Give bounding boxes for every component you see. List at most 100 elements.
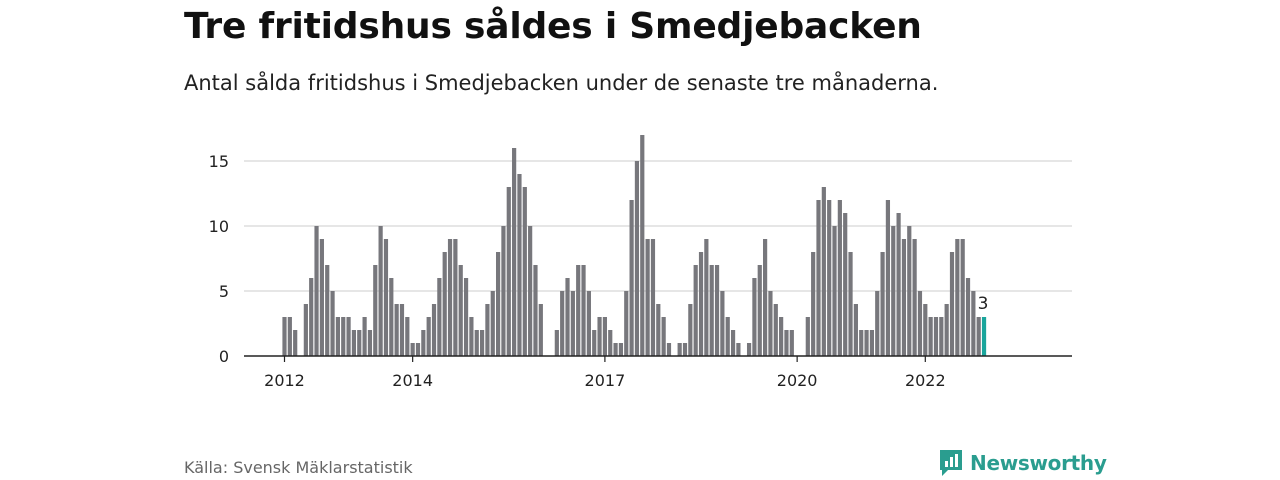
bar — [287, 317, 292, 356]
bar — [901, 239, 907, 356]
bar — [666, 343, 672, 356]
bar — [346, 317, 351, 356]
bar — [528, 226, 533, 356]
bar — [816, 200, 821, 356]
bar — [517, 174, 522, 356]
last-value-label: 3 — [978, 294, 989, 314]
bar — [912, 239, 917, 356]
bar — [875, 291, 880, 356]
bar — [688, 304, 693, 356]
bar — [768, 291, 773, 356]
axes: 0 5 10 15 3 2012 2014 2017 2020 2022 — [209, 152, 1072, 390]
bar — [533, 265, 538, 356]
bar — [367, 330, 373, 356]
x-tick-label: 2012 — [264, 371, 305, 390]
bar — [538, 304, 543, 356]
bar — [469, 317, 474, 356]
bar — [597, 317, 602, 356]
bar — [496, 252, 501, 356]
bar — [592, 330, 597, 356]
bar — [437, 278, 442, 356]
bar — [746, 343, 752, 356]
bar — [848, 252, 853, 356]
bar — [624, 291, 629, 356]
bar — [560, 291, 565, 356]
x-tick-label: 2014 — [392, 371, 433, 390]
bar — [698, 252, 704, 356]
bar — [939, 317, 944, 356]
bar — [314, 226, 319, 356]
bar — [859, 330, 864, 356]
gridlines — [244, 160, 1072, 292]
bar — [928, 317, 933, 356]
bar — [880, 252, 885, 356]
bar — [501, 226, 506, 356]
bar — [656, 304, 661, 356]
bar — [394, 304, 399, 356]
bar — [453, 239, 458, 356]
bar — [506, 187, 511, 356]
bar — [458, 265, 463, 356]
chart-subtitle: Antal sålda fritidshus i Smedjebacken un… — [184, 71, 939, 95]
bar — [357, 330, 362, 356]
bar — [704, 239, 709, 356]
bar — [832, 226, 837, 356]
bar — [757, 265, 762, 356]
bar — [602, 317, 607, 356]
bar — [773, 304, 778, 356]
bar — [789, 330, 794, 356]
bar — [864, 330, 869, 356]
bar — [362, 317, 367, 356]
bar — [763, 239, 768, 356]
bar — [661, 317, 666, 356]
bar-highlight — [981, 317, 987, 356]
bar — [554, 330, 559, 356]
chart-title: Tre fritidshus såldes i Smedjebacken — [184, 6, 922, 47]
newsworthy-logo-icon — [940, 450, 962, 476]
bar — [431, 304, 437, 356]
bar — [917, 291, 923, 356]
bar — [325, 265, 330, 356]
y-tick-label: 15 — [209, 152, 229, 171]
bar — [779, 317, 784, 356]
bar — [784, 330, 789, 356]
bar — [378, 226, 383, 356]
bar — [933, 317, 939, 356]
bar — [405, 317, 410, 356]
x-tick-label: 2020 — [777, 371, 818, 390]
bar — [634, 161, 640, 356]
source-note: Källa: Svensk Mäklarstatistik — [184, 458, 413, 477]
x-tick-label: 2017 — [585, 371, 626, 390]
bar — [720, 291, 725, 356]
bar — [730, 330, 736, 356]
bar — [709, 265, 714, 356]
brand-logo[interactable]: Newsworthy — [938, 448, 1107, 478]
bar — [341, 317, 346, 356]
bar — [608, 330, 613, 356]
bar — [410, 343, 415, 356]
brand-name: Newsworthy — [970, 451, 1107, 475]
bar — [576, 265, 581, 356]
bar-chart: 0 5 10 15 3 2012 2014 2017 2020 2022 — [209, 135, 1072, 390]
bars — [282, 135, 987, 356]
bar — [682, 343, 688, 356]
bar — [351, 330, 357, 356]
bar — [805, 317, 810, 356]
bar — [618, 343, 624, 356]
bar — [570, 291, 575, 356]
bar — [303, 304, 308, 356]
bar — [447, 239, 453, 356]
bar — [399, 304, 405, 356]
bar — [869, 330, 874, 356]
bar — [522, 187, 527, 356]
bar — [965, 278, 971, 356]
bar — [282, 317, 287, 356]
y-tick-label: 10 — [209, 217, 229, 236]
bar — [335, 317, 340, 356]
bar — [677, 343, 682, 356]
bar — [949, 252, 955, 356]
bar — [752, 278, 757, 356]
bar — [383, 239, 389, 356]
x-tick-label: 2022 — [905, 371, 946, 390]
bar — [896, 213, 901, 356]
